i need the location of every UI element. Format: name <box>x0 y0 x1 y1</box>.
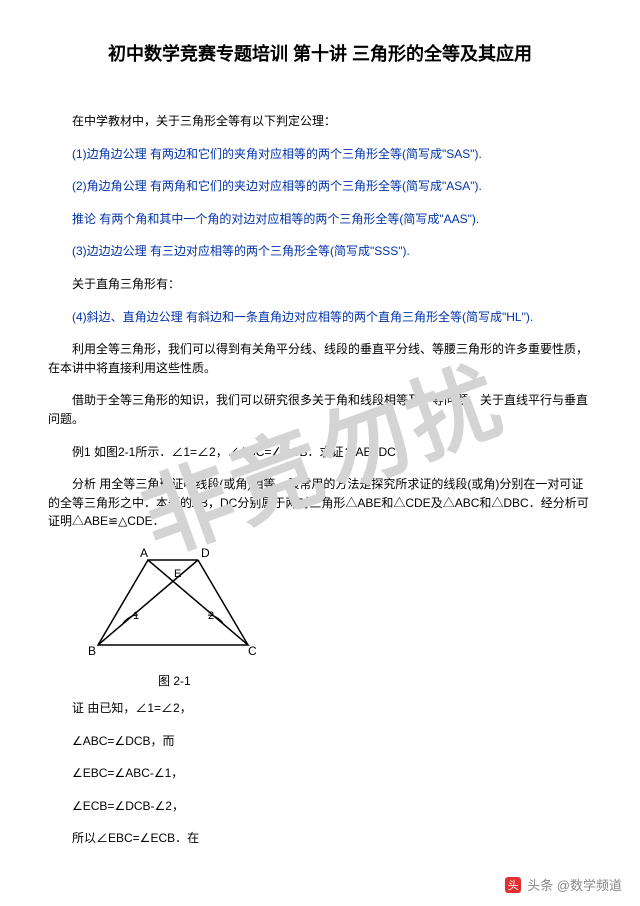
proof-line-1: 证 由已知，∠1=∠2， <box>48 699 592 718</box>
footer-text: 头条 @数学频道 <box>527 875 622 894</box>
analysis: 分析 用全等三角形证明线段(或角)相等，最常用的方法是探究所求证的线段(或角)分… <box>48 475 592 531</box>
axiom-4: (4)斜边、直角边公理 有斜边和一条直角边对应相等的两个直角三角形全等(简写成"… <box>48 308 592 327</box>
usage-2: 借助于全等三角形的知识，我们可以研究很多关于角和线段相等及不等问题、关于直线平行… <box>48 391 592 428</box>
label-e: E <box>174 568 181 580</box>
label-a: A <box>140 546 148 560</box>
figure-2-1: A D B C E 1 2 图 2-1 <box>88 545 592 689</box>
page-title: 初中数学竞赛专题培训 第十讲 三角形的全等及其应用 <box>48 40 592 66</box>
example-1: 例1 如图2-1所示．∠1=∠2，∠ABC=∠DCB．求证：AB=DC． <box>48 443 592 462</box>
triangle-abd <box>98 560 248 645</box>
figure-caption: 图 2-1 <box>158 672 592 689</box>
axiom-inference: 推论 有两个角和其中一个角的对边对应相等的两个三角形全等(简写成"AAS"). <box>48 210 592 229</box>
label-d: D <box>201 546 210 560</box>
footer: 头 头条 @数学频道 <box>505 875 622 894</box>
line-dc <box>198 560 248 645</box>
usage-1: 利用全等三角形，我们可以得到有关角平分线、线段的垂直平分线、等腰三角形的许多重要… <box>48 340 592 377</box>
right-triangle-intro: 关于直角三角形有： <box>48 275 592 294</box>
axiom-2: (2)角边角公理 有两角和它们的夹边对应相等的两个三角形全等(简写成"ASA")… <box>48 177 592 196</box>
proof-line-2: ∠ABC=∠DCB，而 <box>48 732 592 751</box>
axiom-1: (1)边角边公理 有两边和它们的夹角对应相等的两个三角形全等(简写成"SAS")… <box>48 145 592 164</box>
document-page: 初中数学竞赛专题培训 第十讲 三角形的全等及其应用 在中学教材中，关于三角形全等… <box>0 0 640 882</box>
proof-line-4: ∠ECB=∠DCB-∠2， <box>48 797 592 816</box>
proof-line-3: ∠EBC=∠ABC-∠1， <box>48 764 592 783</box>
line-db <box>98 560 198 645</box>
triangle-diagram: A D B C E 1 2 <box>88 545 258 665</box>
toutiao-icon: 头 <box>505 877 521 893</box>
label-c: C <box>248 644 257 658</box>
axiom-3: (3)边边边公理 有三边对应相等的两个三角形全等(简写成"SSS"). <box>48 242 592 261</box>
proof-line-5: 所以∠EBC=∠ECB．在 <box>48 829 592 848</box>
intro-paragraph: 在中学教材中，关于三角形全等有以下判定公理： <box>48 112 592 131</box>
label-b: B <box>88 644 96 658</box>
